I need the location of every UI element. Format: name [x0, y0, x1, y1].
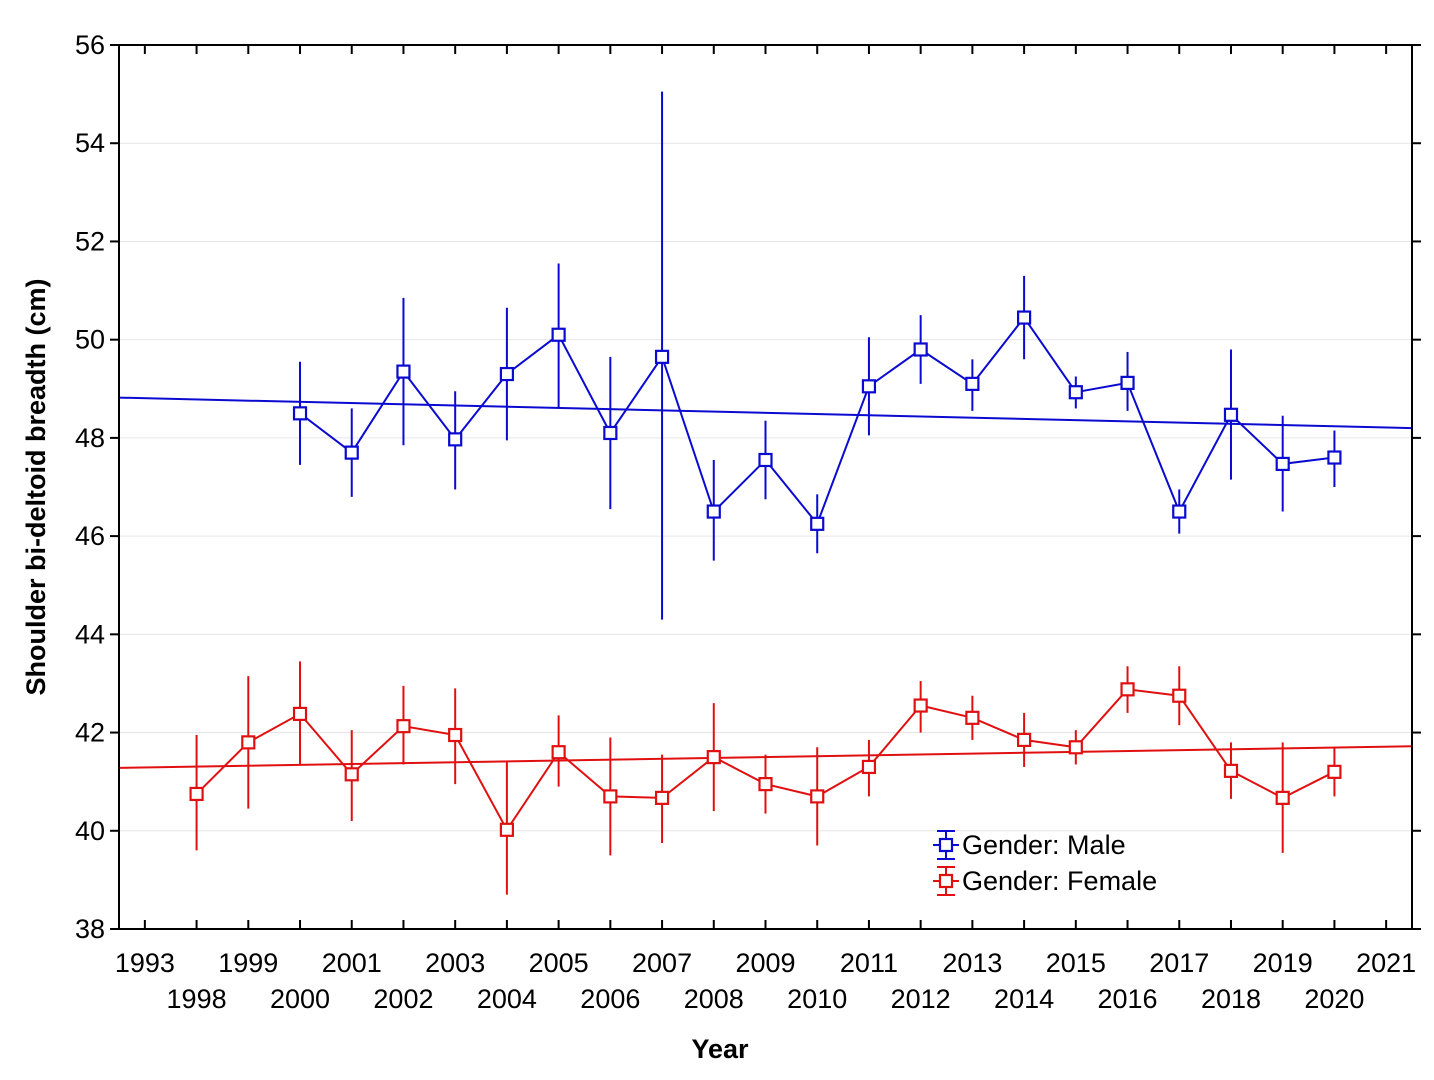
y-tick-label: 40	[75, 816, 105, 846]
x-tick-label: 2007	[632, 948, 692, 978]
legend-marker	[938, 837, 954, 853]
x-tick-label: 2009	[735, 948, 795, 978]
x-tick-label: 1993	[115, 948, 175, 978]
male-data-point	[1223, 407, 1239, 422]
x-tick-label: 2017	[1149, 948, 1209, 978]
male-data-point	[603, 425, 618, 441]
x-tick-label: 2001	[322, 948, 382, 978]
y-axis-title: Shoulder bi-deltoid breadth (cm)	[21, 279, 51, 696]
female-data-point	[1275, 790, 1290, 805]
x-axis: 1993 1998 1999 2000 2001 2002 2003 2004 2005 2006…	[115, 45, 1416, 1014]
x-tick-label: 1999	[218, 948, 278, 978]
female-data-point	[1327, 764, 1342, 779]
female-data-point	[965, 710, 980, 725]
x-tick-label: 2016	[1098, 984, 1158, 1014]
female-data-point	[758, 777, 773, 792]
male-data-point	[1120, 375, 1135, 390]
female-data-point	[551, 745, 566, 760]
female-data-point	[603, 789, 618, 804]
legend-label-male: Gender: Male	[962, 830, 1126, 860]
x-tick-label: 2011	[840, 948, 898, 978]
legend-item-female: Gender: Female	[933, 866, 1157, 896]
x-tick-label: 2004	[477, 984, 537, 1014]
male-data-point	[292, 406, 308, 421]
x-tick-label: 2013	[942, 948, 1002, 978]
male-data-point	[1327, 450, 1342, 465]
x-tick-label: 2003	[425, 948, 485, 978]
y-tick-label: 56	[75, 30, 105, 60]
x-tick-label: 2019	[1253, 948, 1313, 978]
male-data-point	[965, 376, 980, 391]
male-data-point	[344, 445, 359, 460]
female-data-point	[810, 789, 825, 804]
female-data-point	[1223, 763, 1239, 778]
y-tick-label: 38	[75, 914, 105, 944]
male-data-point	[1172, 504, 1187, 519]
female-data-point	[448, 727, 463, 743]
x-tick-label: 2010	[787, 984, 847, 1014]
female-data-point	[241, 735, 256, 750]
y-tick-label: 42	[75, 718, 105, 748]
x-tick-label: 2021	[1356, 948, 1416, 978]
female-data-point	[189, 786, 204, 802]
legend-label-female: Gender: Female	[962, 866, 1157, 896]
male-data-point	[654, 349, 670, 364]
female-series	[189, 661, 1342, 895]
series-group	[189, 91, 1342, 895]
y-tick-label: 54	[75, 128, 105, 158]
male-trend-line	[118, 396, 1413, 430]
male-data-point	[810, 516, 825, 531]
female-data-point	[292, 706, 308, 721]
female-data-point	[1120, 682, 1135, 697]
x-tick-label: 2005	[529, 948, 589, 978]
female-data-point	[344, 767, 359, 782]
legend-item-male: Gender: Male	[933, 830, 1126, 860]
x-tick-label: 2015	[1046, 948, 1106, 978]
x-tick-label: 2006	[580, 984, 640, 1014]
y-tick-label: 44	[75, 619, 105, 649]
male-data-point	[448, 432, 463, 447]
y-tick-label: 48	[75, 423, 105, 453]
female-data-point	[913, 698, 928, 713]
x-tick-label: 2002	[373, 984, 433, 1014]
x-axis-title: Year	[691, 1034, 749, 1064]
male-data-point	[861, 379, 877, 394]
x-tick-label: 2020	[1304, 984, 1364, 1014]
female-data-point	[1172, 688, 1187, 703]
legend: Gender: Male Gender: Female	[933, 830, 1157, 896]
female-data-point	[1068, 740, 1083, 755]
x-tick-label: 2000	[270, 984, 330, 1014]
female-data-point	[499, 822, 514, 837]
y-tick-label: 52	[75, 226, 105, 256]
male-data-point	[913, 342, 928, 357]
male-series	[292, 91, 1342, 620]
female-data-point	[1016, 732, 1032, 748]
male-data-point	[706, 504, 721, 519]
x-tick-label: 2012	[891, 984, 951, 1014]
female-data-point	[396, 719, 411, 734]
male-data-point	[551, 327, 566, 342]
x-tick-label: 2018	[1201, 984, 1261, 1014]
male-data-point	[1016, 310, 1032, 325]
y-tick-label: 50	[75, 325, 105, 355]
male-data-point	[1275, 456, 1290, 472]
x-tick-label: 2014	[994, 984, 1054, 1014]
male-data-point	[758, 452, 773, 468]
x-tick-label: 1998	[167, 984, 227, 1014]
y-tick-label: 46	[75, 521, 105, 551]
male-data-point	[396, 364, 411, 379]
x-tick-label: 2008	[684, 984, 744, 1014]
male-data-point	[1068, 385, 1083, 400]
female-data-point	[861, 759, 877, 775]
y-axis: 38 40 42 44 46 48 50 52 54 56	[75, 30, 1421, 944]
legend-marker	[938, 873, 954, 889]
male-data-point	[499, 366, 514, 382]
female-data-point	[654, 790, 670, 805]
female-data-point	[706, 750, 721, 765]
